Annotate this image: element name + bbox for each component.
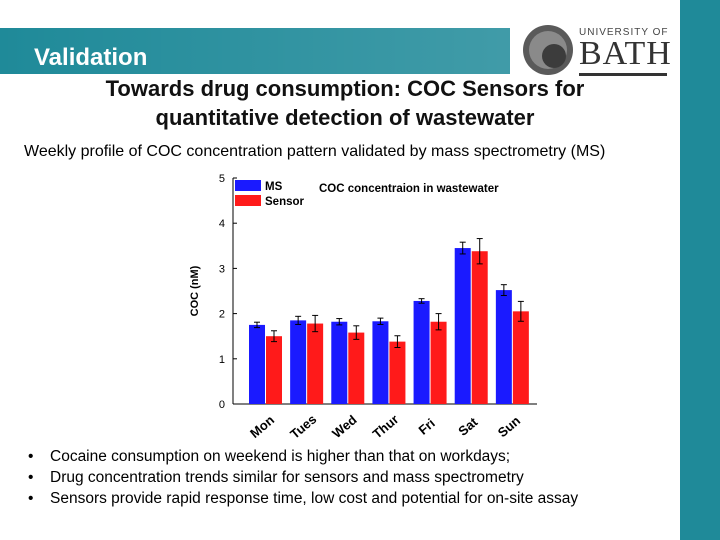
bar-sensor (348, 332, 365, 404)
legend-swatch (235, 195, 261, 206)
y-tick-label: 2 (219, 309, 225, 321)
logo-name: BATH (579, 35, 672, 72)
bar-ms (372, 321, 389, 404)
legend-swatch (235, 180, 261, 191)
logo-seal-icon (523, 25, 573, 75)
bar-sensor (430, 321, 447, 404)
bar-sensor (266, 336, 282, 404)
header-band (0, 28, 510, 74)
logo-rule (579, 73, 667, 76)
bar-sensor (471, 251, 488, 404)
bullet-dot: • (28, 448, 34, 465)
bar-ms (495, 290, 512, 404)
section-title: Validation (34, 44, 148, 71)
chart-caption: Weekly profile of COC concentration patt… (24, 143, 606, 160)
y-axis-title: COC (nM) (189, 265, 201, 316)
chart-title: COC concentraion in wastewater (319, 183, 499, 195)
bar-sensor (307, 323, 324, 404)
y-tick-label: 4 (219, 218, 225, 230)
slide-title: Towards drug consumption: COC Sensors fo… (60, 74, 630, 132)
y-tick-label: 3 (219, 263, 225, 275)
bullet-dot: • (28, 490, 34, 507)
bar-ms (290, 320, 307, 404)
bullet-text: Cocaine consumption on weekend is higher… (50, 448, 511, 465)
header-band-shade (0, 28, 510, 74)
bar-ms (413, 300, 430, 404)
bullet-list: • Cocaine consumption on weekend is highe… (28, 446, 678, 509)
slide-title-line-1: Towards drug consumption: COC Sensors fo… (105, 76, 585, 101)
bullet-text: Sensors provide rapid response time, low… (50, 490, 579, 507)
bar-ms (249, 324, 265, 404)
bar-ms (454, 248, 471, 404)
y-tick-label: 0 (219, 399, 225, 411)
bullet-dot: • (28, 469, 34, 486)
legend-label: MS (265, 181, 283, 193)
bullet-text: Drug concentration trends similar for se… (50, 469, 524, 486)
right-accent-bar (680, 0, 720, 540)
slide-title-line-2: quantitative detection of wastewater (155, 105, 535, 130)
bullet-item: • Sensors provide rapid response time, lo… (28, 488, 678, 509)
y-tick-label: 5 (219, 173, 225, 185)
bar-sensor (512, 311, 529, 404)
bar-ms (331, 321, 348, 404)
bar-sensor (389, 341, 406, 404)
legend-label: Sensor (265, 196, 305, 208)
bullet-item: • Drug concentration trends similar for s… (28, 467, 678, 488)
logo-top-text: UNIVERSITY OF (579, 27, 669, 38)
coc-bar-chart: 0 1 2 3 4 5 COC (nM) COC concentraion in wastew… (185, 168, 540, 440)
bullet-item: • Cocaine consumption on weekend is highe… (28, 446, 678, 467)
university-logo: UNIVERSITY OF BATH (523, 25, 671, 79)
y-tick-label: 1 (219, 354, 225, 366)
